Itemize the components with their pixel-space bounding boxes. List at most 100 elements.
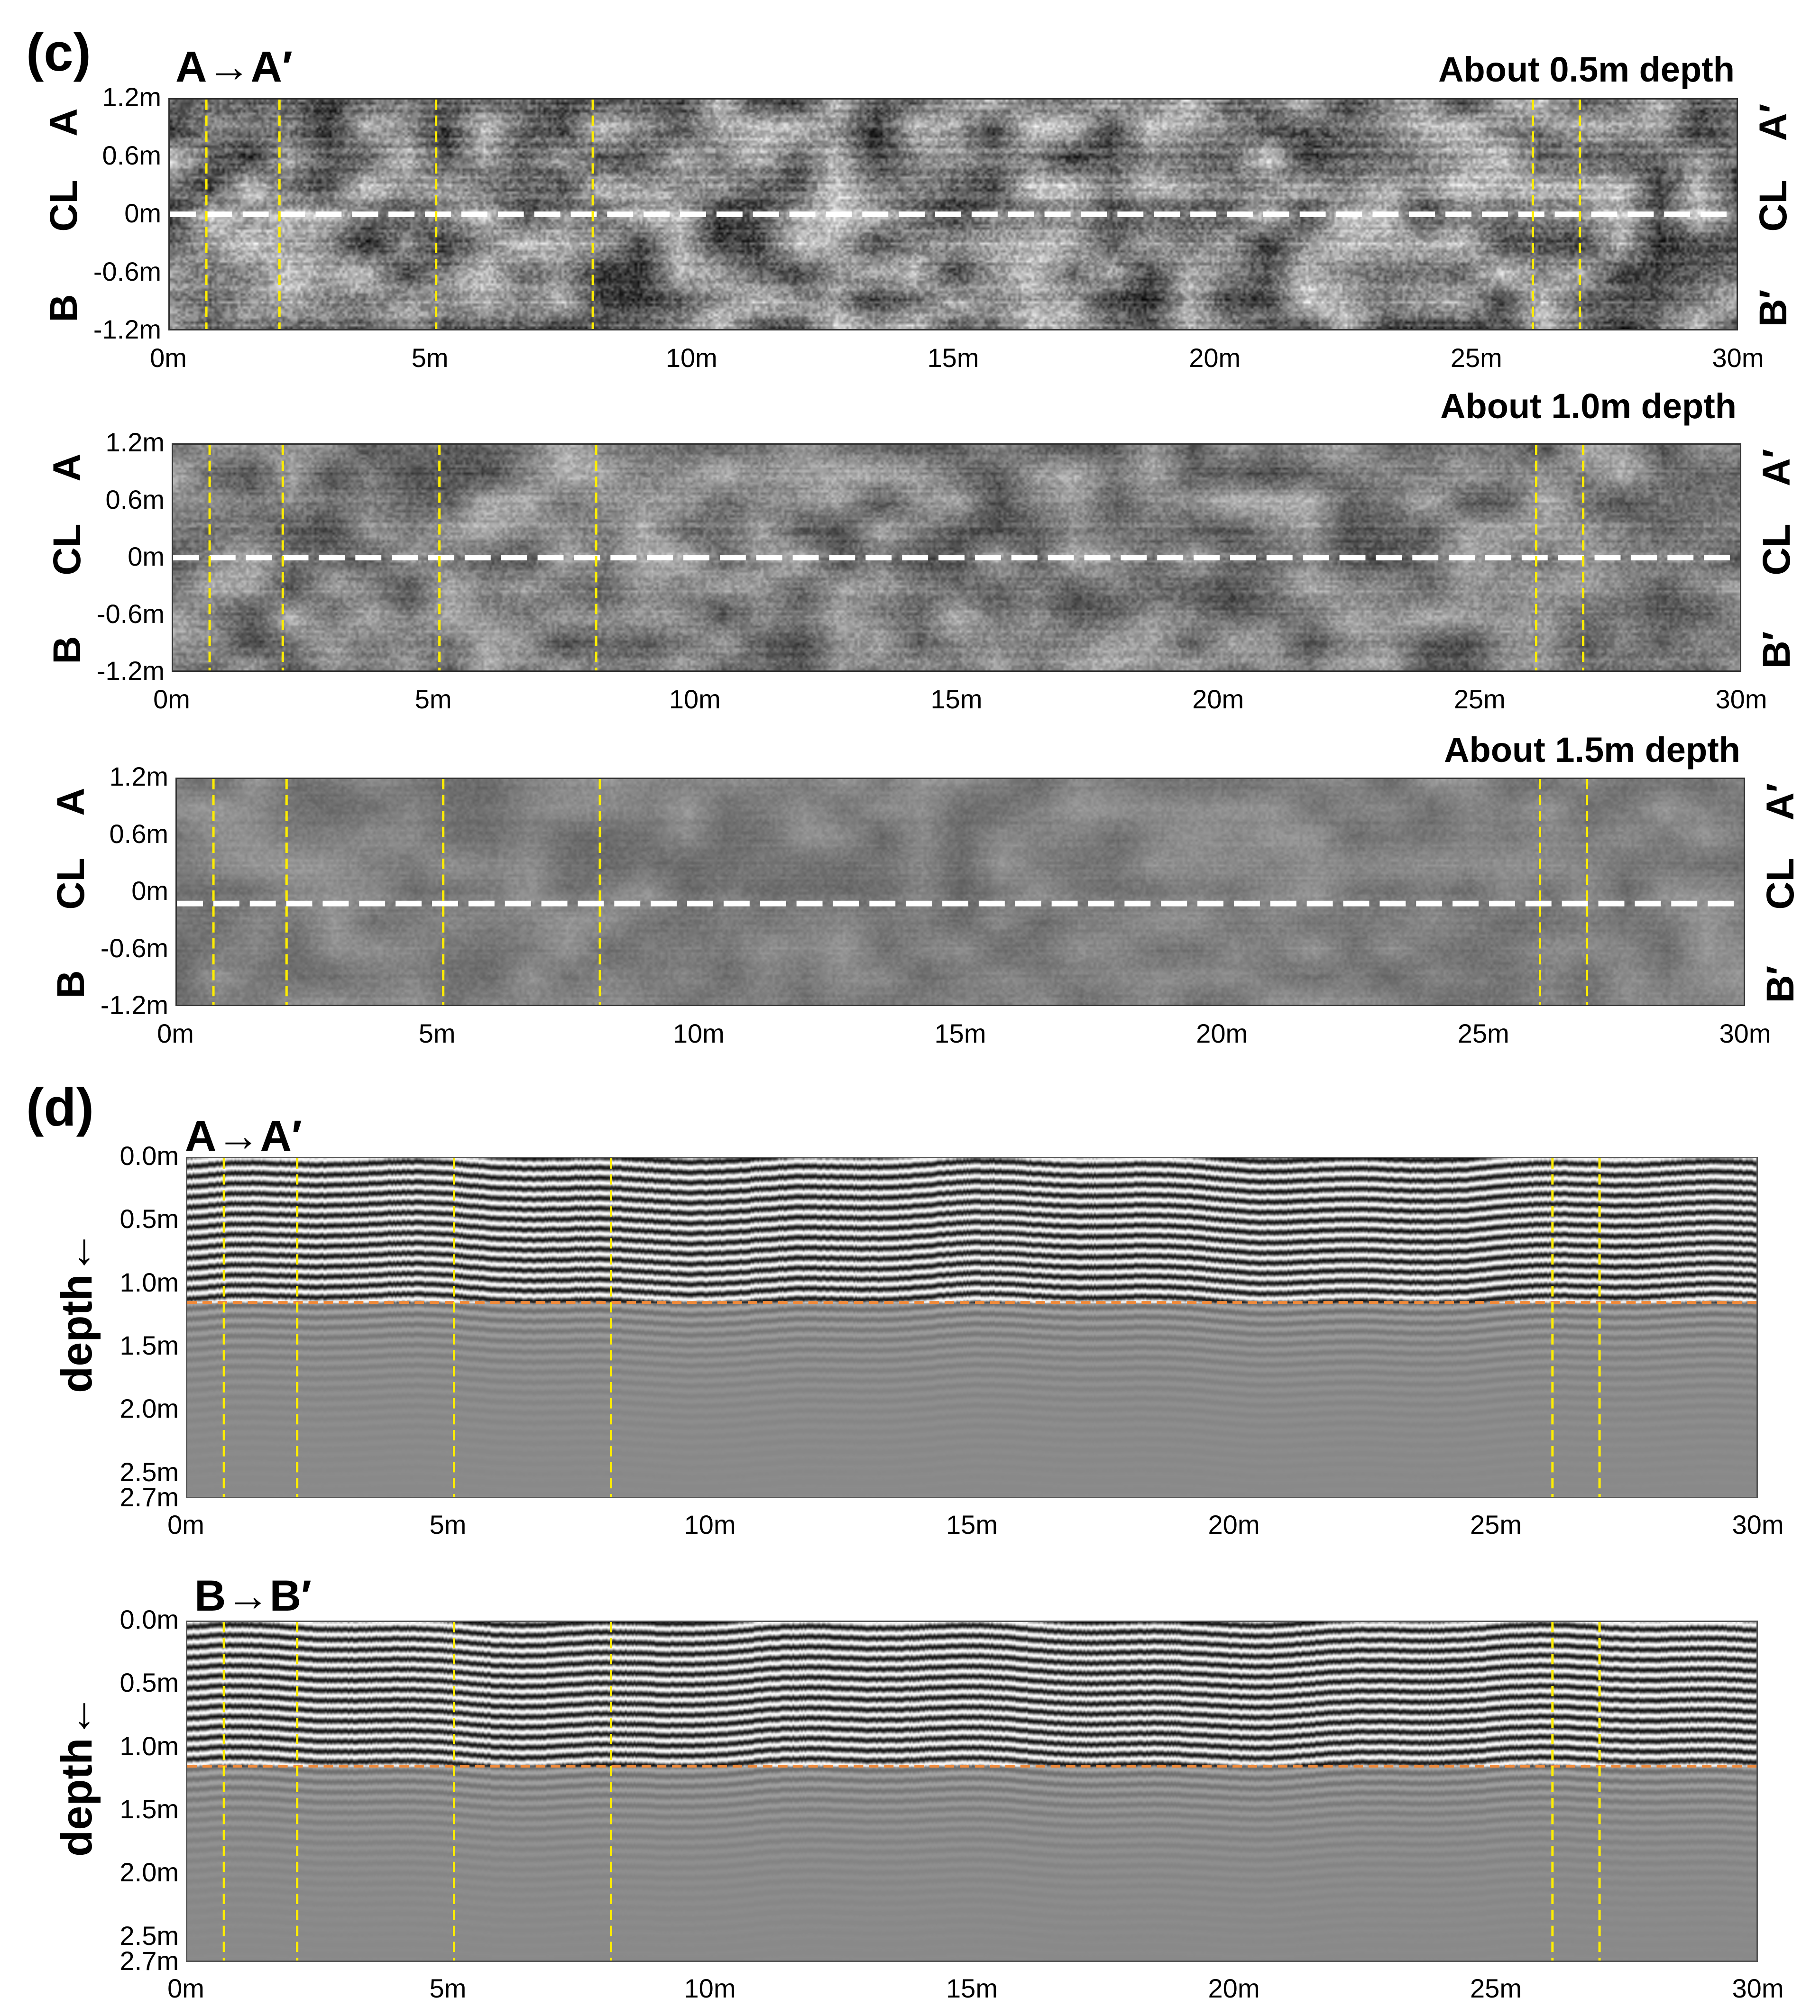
y-tick-label: 1.2m: [105, 427, 165, 457]
right-side-label: A′: [1752, 103, 1795, 141]
x-tick-label: 20m: [1189, 343, 1241, 373]
x-tick-label: 15m: [927, 343, 979, 373]
depth-tick-label: 1.5m: [119, 1794, 179, 1824]
x-tick-label: 30m: [1715, 684, 1767, 714]
left-side-label: A: [42, 108, 85, 137]
left-side-label: B: [49, 970, 92, 999]
x-tick-label: 15m: [934, 1018, 986, 1048]
depth-tick-label: 2.7m: [119, 1946, 179, 1976]
y-tick-label: 1.2m: [102, 82, 162, 112]
x-tick-label: 15m: [946, 1973, 998, 2003]
panel-c-profile-label: A→A′: [175, 43, 293, 91]
y-tick-label: -1.2m: [100, 990, 168, 1020]
x-tick-label: 10m: [684, 1510, 736, 1539]
right-side-label: B′: [1755, 631, 1798, 669]
left-side-label: A: [46, 453, 89, 482]
y-tick-label: -0.6m: [100, 933, 168, 963]
y-tick-label: -0.6m: [93, 256, 161, 286]
left-side-label: CL: [42, 180, 85, 232]
radargram-b-markers: [187, 1622, 1756, 1961]
right-side-label: CL: [1759, 858, 1802, 910]
depth-tick-label: 1.0m: [119, 1731, 179, 1761]
x-tick-label: 20m: [1208, 1510, 1260, 1539]
depth-tick-label: 0.0m: [119, 1141, 179, 1171]
slice-1-title: About 0.5m depth: [1438, 50, 1735, 89]
y-tick-label: 0.6m: [102, 140, 162, 170]
x-tick-label: 5m: [429, 1973, 467, 2003]
depth-tick-label: 2.0m: [119, 1857, 179, 1888]
x-tick-label: 25m: [1470, 1973, 1522, 2003]
slice-3-title: About 1.5m depth: [1444, 730, 1740, 770]
depth-slice-1-0m: [172, 443, 1741, 672]
depth-tick-label: 2.7m: [119, 1482, 179, 1512]
depth-tick-label: 0.5m: [119, 1668, 179, 1698]
panel-d-letter: (d): [26, 1078, 94, 1137]
y-tick-label: 0m: [124, 198, 161, 228]
x-tick-label: 30m: [1719, 1018, 1771, 1048]
right-side-label: A′: [1759, 783, 1802, 821]
depth-axis-title: depth←: [53, 1694, 101, 1857]
x-tick-label: 25m: [1450, 343, 1502, 373]
depth-tick-label: 1.5m: [119, 1330, 179, 1360]
x-tick-label: 10m: [669, 684, 721, 714]
depth-tick-label: 0.0m: [119, 1604, 179, 1634]
slice-1-markers: [170, 100, 1737, 329]
y-tick-label: 0.6m: [109, 818, 169, 849]
y-tick-label: -1.2m: [96, 656, 165, 686]
y-tick-label: -1.2m: [93, 314, 161, 344]
x-tick-label: 0m: [167, 1510, 204, 1539]
slice-2-markers: [173, 445, 1740, 670]
x-tick-label: 25m: [1470, 1510, 1522, 1539]
x-tick-label: 10m: [665, 343, 717, 373]
y-tick-label: 0m: [131, 876, 168, 906]
y-tick-label: 1.2m: [109, 761, 169, 791]
radargram-a-image: [187, 1158, 1756, 1497]
right-side-label: B′: [1752, 289, 1795, 327]
x-tick-label: 0m: [150, 343, 187, 373]
x-tick-label: 0m: [167, 1973, 204, 2003]
depth-tick-label: 2.5m: [119, 1920, 179, 1951]
radargram-a: [186, 1157, 1758, 1498]
depth-tick-label: 0.5m: [119, 1204, 179, 1234]
left-side-label: B: [46, 636, 89, 664]
x-tick-label: 30m: [1732, 1510, 1784, 1539]
depth-tick-label: 1.0m: [119, 1267, 179, 1297]
left-side-label: CL: [46, 523, 89, 576]
y-tick-label: 0m: [128, 541, 165, 571]
x-tick-label: 10m: [672, 1018, 725, 1048]
x-tick-label: 20m: [1208, 1973, 1260, 2003]
panel-c-letter: (c): [26, 23, 91, 82]
y-tick-label: -0.6m: [96, 598, 165, 629]
y-tick-label: 0.6m: [105, 484, 165, 514]
left-side-label: B: [42, 294, 85, 322]
x-tick-label: 30m: [1732, 1973, 1784, 2003]
x-tick-label: 15m: [946, 1510, 998, 1539]
depth-axis-title: depth←: [53, 1230, 101, 1393]
x-tick-label: 0m: [153, 684, 190, 714]
right-side-label: CL: [1755, 523, 1798, 576]
radargram-b-image: [187, 1622, 1756, 1961]
x-tick-label: 25m: [1457, 1018, 1509, 1048]
slice-3-markers: [177, 779, 1744, 1005]
section-1-profile-label: A→A′: [185, 1112, 302, 1160]
depth-tick-label: 2.5m: [119, 1457, 179, 1487]
x-tick-label: 20m: [1192, 684, 1244, 714]
x-tick-label: 30m: [1712, 343, 1764, 373]
x-tick-label: 5m: [429, 1510, 467, 1539]
right-side-label: CL: [1752, 180, 1795, 232]
x-tick-label: 0m: [157, 1018, 194, 1048]
slice-3-image: [177, 779, 1744, 1005]
slice-2-title: About 1.0m depth: [1440, 386, 1737, 426]
x-tick-label: 5m: [414, 684, 452, 714]
depth-slice-1-5m: [175, 778, 1745, 1006]
x-tick-label: 25m: [1453, 684, 1506, 714]
radargram-b: [186, 1621, 1758, 1962]
depth-slice-0-5m: [168, 98, 1738, 330]
left-side-label: CL: [49, 858, 92, 910]
x-tick-label: 5m: [418, 1018, 456, 1048]
right-side-label: B′: [1759, 965, 1802, 1003]
radargram-a-markers: [187, 1158, 1756, 1497]
section-2-profile-label: B→B′: [194, 1572, 312, 1620]
x-tick-label: 15m: [930, 684, 983, 714]
right-side-label: A′: [1755, 449, 1798, 486]
